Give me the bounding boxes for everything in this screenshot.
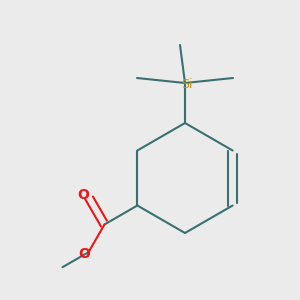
Text: O: O (79, 247, 90, 261)
Text: Si: Si (181, 79, 193, 92)
Text: O: O (77, 188, 89, 202)
